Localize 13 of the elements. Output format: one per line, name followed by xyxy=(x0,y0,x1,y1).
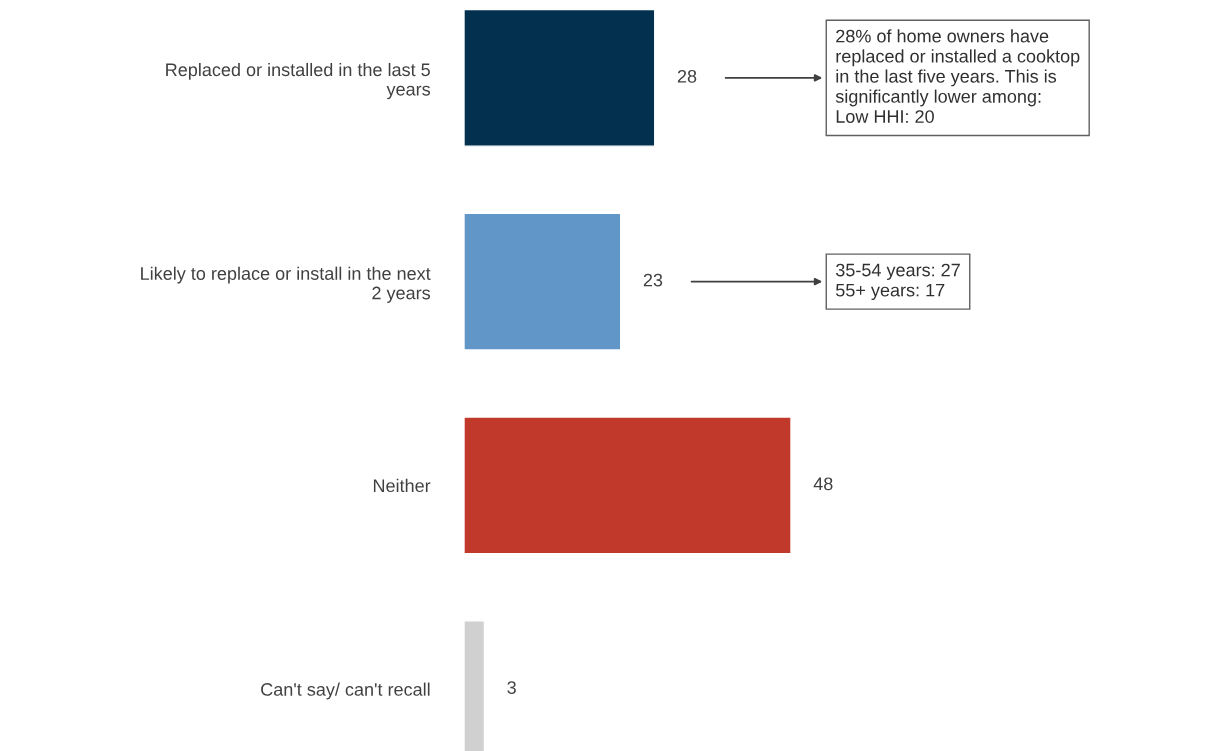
data-label: 48 xyxy=(813,477,833,491)
text: 35-54 years: 27 55+ years: 17 xyxy=(835,263,960,301)
bar xyxy=(464,212,622,351)
text: 28% of home owners have replaced or installed a cooktop in the last five years. This is significantly lower among: Low HHI: 20 xyxy=(835,29,1080,123)
data-label: 3 xyxy=(507,681,516,694)
data-label: 28 xyxy=(677,69,697,83)
y-tick-label: Can't say/ can't recall xyxy=(261,682,430,700)
y-tick-label: Replaced or installed in the last 5 years xyxy=(166,62,431,100)
y-tick-label: Likely to replace or install in the next 2 years xyxy=(141,266,431,303)
bar xyxy=(464,416,792,555)
bar xyxy=(464,8,656,147)
data-label: 23 xyxy=(643,273,663,287)
y-tick-label: Neither xyxy=(373,478,431,493)
